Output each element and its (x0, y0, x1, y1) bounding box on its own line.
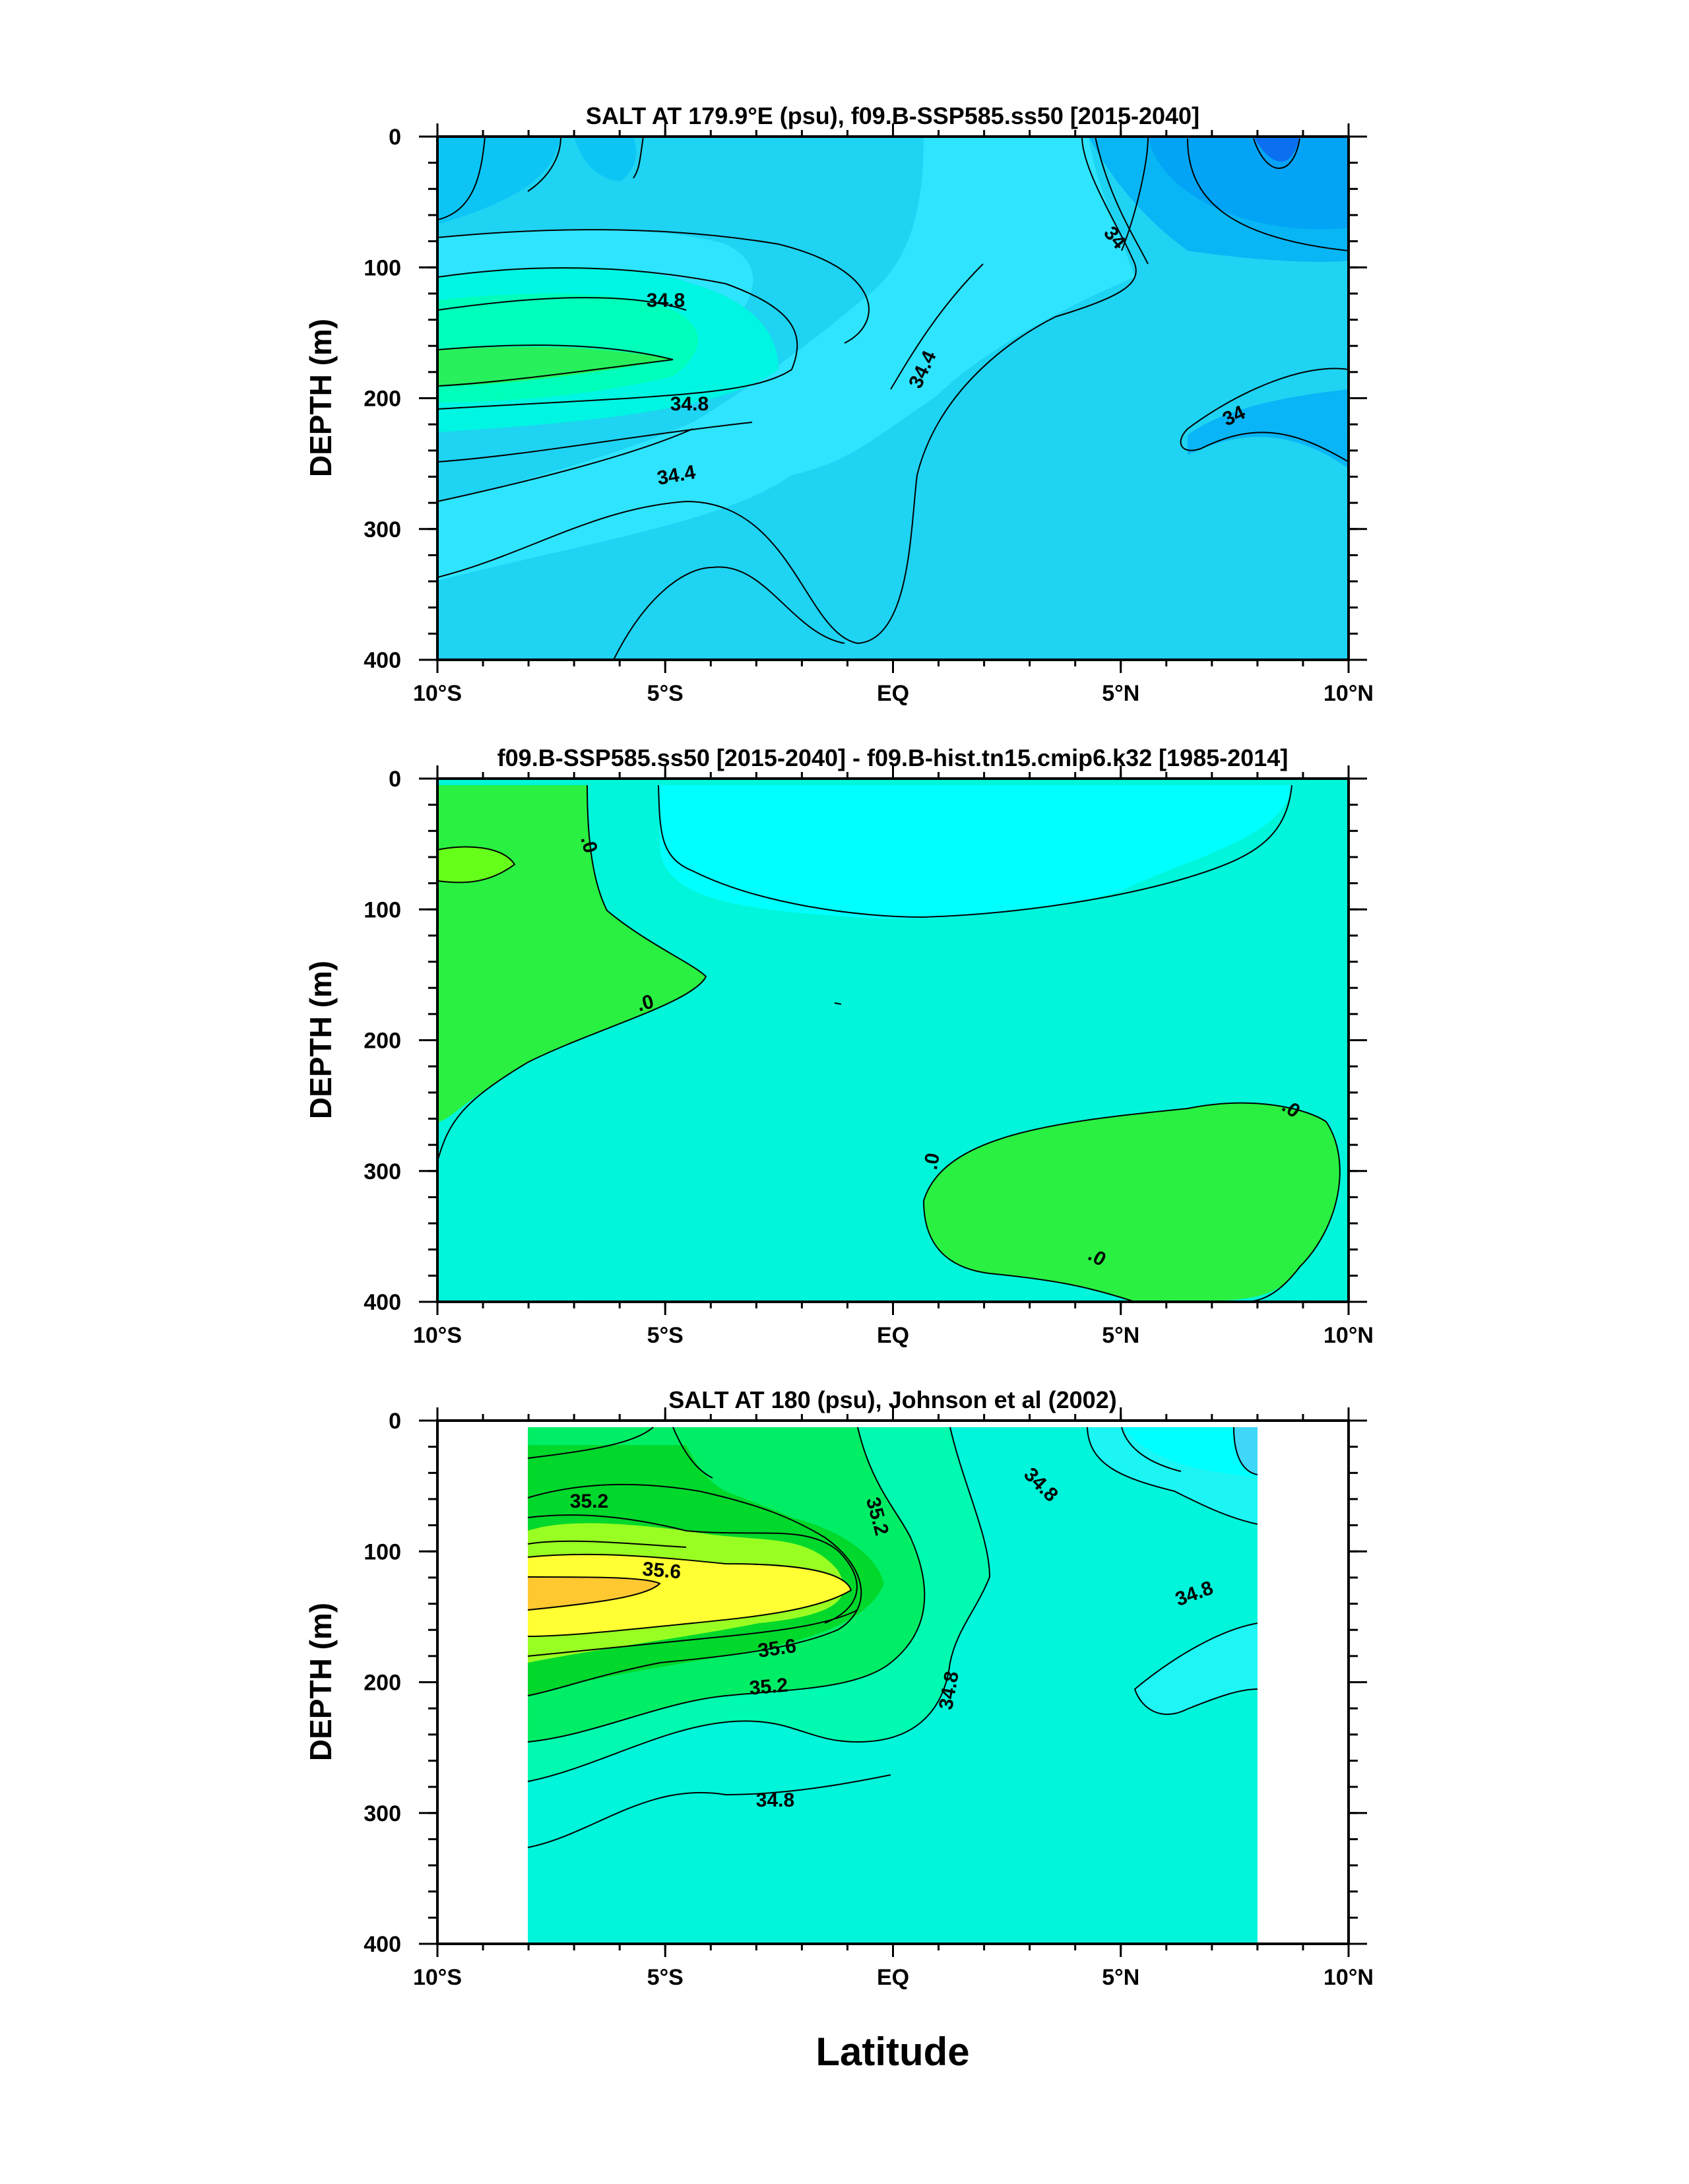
contour-label: 35.2 (749, 1675, 789, 1700)
y-tick-label: 0 (389, 125, 401, 150)
panel-3-contour-labels: 35.2 35.6 35.6 35.2 35.2 34.8 34.8 34.8 … (570, 1463, 1216, 1811)
x-tick-label: 5°S (647, 681, 684, 706)
x-tick-label: 10°S (413, 1965, 462, 1990)
y-tick-label: 200 (364, 1671, 401, 1696)
x-tick-label: 5°N (1102, 1323, 1139, 1348)
y-tick-label: 400 (364, 1290, 401, 1315)
contour-label: 34.8 (670, 393, 709, 415)
x-tick-label: EQ (877, 1965, 909, 1990)
x-tick-label: 10°S (413, 1323, 462, 1348)
panel-3-y-label: DEPTH (m) (303, 1603, 338, 1761)
x-tick-label: 10°N (1323, 681, 1374, 706)
y-tick-label: 400 (364, 1932, 401, 1957)
y-tick-label: 100 (364, 1539, 401, 1564)
x-tick-label: 10°S (413, 681, 462, 706)
panel-3-contours (527, 1427, 1258, 1848)
x-tick-label: 5°N (1102, 1965, 1139, 1990)
panel-1-field (437, 137, 1349, 660)
panel-3-field (437, 1421, 1349, 1944)
contour-label: 35.2 (570, 1491, 608, 1512)
x-tick-label: 10°N (1323, 1323, 1374, 1348)
x-tick-label: EQ (877, 681, 909, 706)
contour-label: 34.8 (647, 290, 685, 311)
panel-2-field (437, 779, 1349, 1302)
y-tick-label: 300 (364, 1159, 401, 1184)
x-tick-label: EQ (877, 1323, 909, 1348)
x-tick-label: 5°N (1102, 681, 1139, 706)
contour-label: .0 (920, 1151, 944, 1171)
y-tick-label: 0 (389, 1409, 401, 1434)
x-tick-label: 5°S (647, 1323, 684, 1348)
y-tick-label: 400 (364, 648, 401, 673)
panel-1: SALT AT 179.9°E (psu), f09.B-SSP585.ss50… (364, 102, 1374, 706)
panel-2-contours (437, 785, 1341, 1302)
contour-label: 35.6 (757, 1635, 798, 1662)
panel-1-y-label: DEPTH (m) (303, 319, 338, 477)
panel-3: SALT AT 180 (psu), Johnson et al (2002) (364, 1386, 1374, 1990)
contour-label: 34.8 (756, 1789, 794, 1811)
y-tick-label: 200 (364, 1029, 401, 1054)
y-tick-label: 100 (364, 897, 401, 922)
x-tick-label: 10°N (1323, 1965, 1374, 1990)
y-tick-label: 300 (364, 517, 401, 542)
y-tick-label: 200 (364, 387, 401, 412)
panel-2: f09.B-SSP585.ss50 [2015-2040] - f09.B-hi… (364, 744, 1374, 1348)
panel-1-contours (437, 137, 1349, 660)
contour-label: 35.6 (641, 1558, 682, 1584)
x-tick-label: 5°S (647, 1965, 684, 1990)
panel-2-y-label: DEPTH (m) (303, 961, 338, 1119)
y-tick-label: 100 (364, 255, 401, 280)
y-tick-label: 300 (364, 1801, 401, 1826)
x-axis-label: Latitude (815, 2030, 969, 2074)
y-tick-label: 0 (389, 767, 401, 792)
